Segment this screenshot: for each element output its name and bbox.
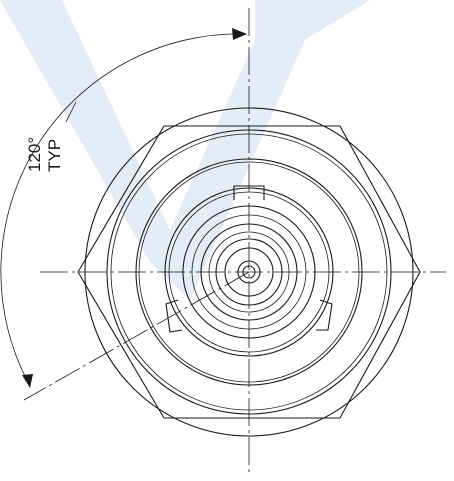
typ-label: TYP [45,139,64,172]
arrow-bottom [22,374,33,388]
hex-outline [77,125,421,419]
angle-label: 120° [25,137,44,172]
angle-dimension-arc [0,33,247,387]
leader-line [65,101,77,123]
diagonal-centerline [23,271,250,401]
arrow-top [232,28,247,40]
right-lug [316,299,333,331]
left-lug [165,299,183,333]
watermark-logo [0,0,370,300]
